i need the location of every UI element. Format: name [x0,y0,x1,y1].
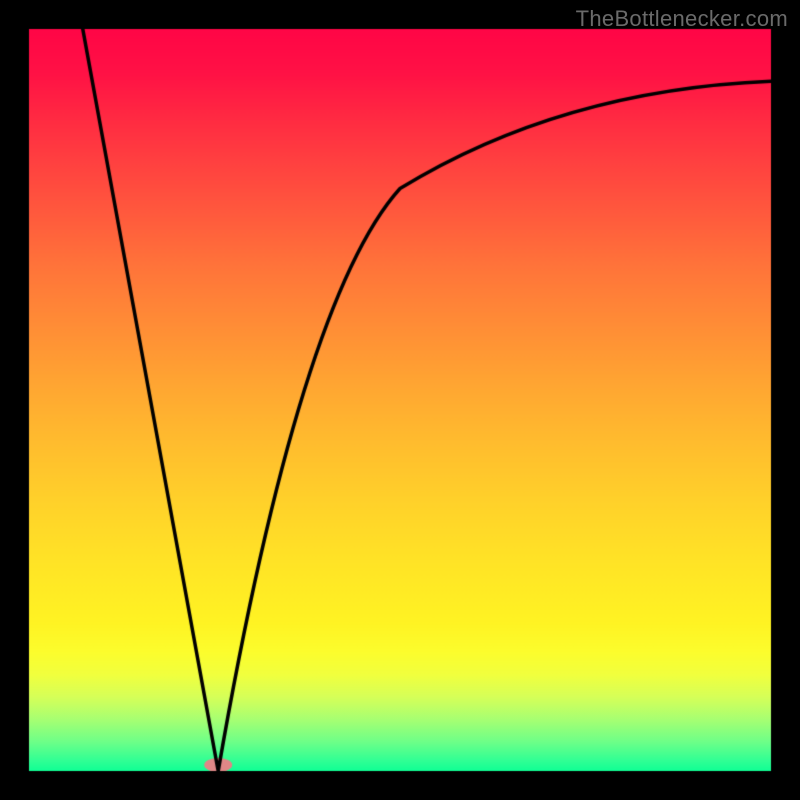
bottleneck-chart [0,0,800,800]
